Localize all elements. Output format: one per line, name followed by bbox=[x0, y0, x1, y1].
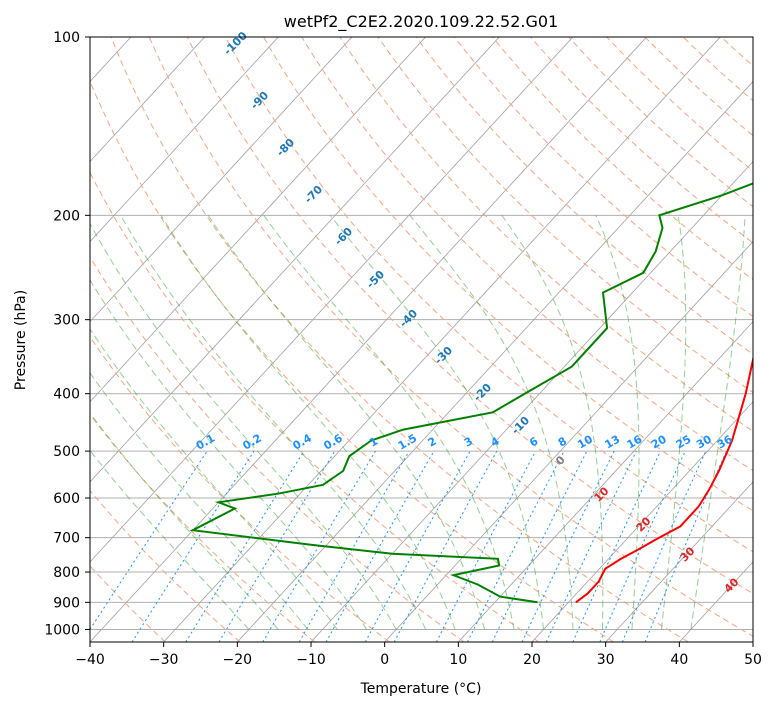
isotherm-line bbox=[237, 80, 753, 642]
mixing-ratio-line bbox=[131, 450, 255, 642]
dry-adiabat-line bbox=[90, 565, 166, 642]
y-tick-label: 400 bbox=[53, 387, 80, 403]
isotherm-line bbox=[90, 37, 500, 483]
y-tick-label: 700 bbox=[53, 531, 80, 547]
moist-adiabat-line bbox=[263, 215, 515, 630]
mixing-ratio-line bbox=[364, 450, 471, 642]
x-tick-label: 50 bbox=[744, 652, 762, 668]
background-lines bbox=[90, 37, 753, 642]
isotherm-line bbox=[605, 481, 753, 642]
mixing-ratio-line bbox=[572, 450, 662, 642]
dry-adiabat-line bbox=[110, 37, 689, 642]
x-tick-label: 10 bbox=[449, 652, 467, 668]
x-tick-label: −20 bbox=[223, 652, 253, 668]
y-axis-label: Pressure (hPa) bbox=[13, 290, 29, 390]
moist-adiabat-line bbox=[90, 279, 368, 630]
mixing-ratio-line bbox=[325, 450, 435, 642]
dry-adiabat-line bbox=[90, 255, 465, 642]
mixing-ratio-line bbox=[644, 450, 727, 642]
isotherm-line bbox=[90, 37, 426, 403]
moist-adiabat-line bbox=[90, 328, 338, 630]
profile-lines bbox=[189, 182, 753, 604]
plot-frame bbox=[89, 36, 754, 643]
moist-adiabat-line bbox=[90, 412, 279, 630]
isotherm-line bbox=[90, 37, 353, 323]
y-tick-label: 600 bbox=[53, 491, 80, 507]
mixing-ratio-line bbox=[545, 450, 637, 642]
mixing-ratio-line bbox=[435, 450, 537, 642]
mixing-ratio-line bbox=[491, 450, 588, 642]
y-tick-label: 100 bbox=[53, 30, 80, 46]
y-tick-label: 900 bbox=[53, 595, 80, 611]
moist-adiabat-line bbox=[501, 215, 604, 630]
isotherm-line bbox=[90, 37, 279, 243]
isotherm-line bbox=[90, 37, 574, 563]
y-tick-label: 300 bbox=[53, 313, 80, 329]
moist-adiabat-line bbox=[90, 449, 250, 630]
dry-adiabat-line bbox=[148, 37, 753, 637]
x-tick-label: −10 bbox=[296, 652, 326, 668]
moist-adiabat-line bbox=[409, 214, 574, 630]
x-tick-label: −40 bbox=[75, 652, 105, 668]
isotherm-line bbox=[310, 160, 753, 642]
isotherm-line bbox=[384, 241, 753, 642]
mixing-ratio-line bbox=[393, 450, 498, 642]
x-tick-label: 0 bbox=[380, 652, 389, 668]
y-tick-label: 200 bbox=[53, 208, 80, 224]
mixing-ratio-line bbox=[90, 450, 208, 631]
dry-adiabat-line bbox=[90, 80, 614, 642]
x-axis-label: Temperature (°C) bbox=[360, 681, 482, 697]
isotherm-line bbox=[458, 321, 753, 642]
dry-adiabat-line bbox=[90, 171, 540, 642]
x-tick-label: 40 bbox=[670, 652, 688, 668]
moist-adiabat-line bbox=[120, 215, 427, 630]
mixing-ratio-line bbox=[521, 450, 615, 642]
moist-adiabat-line bbox=[160, 215, 456, 630]
moist-adiabat-line bbox=[90, 372, 309, 630]
x-tick-label: −30 bbox=[149, 652, 179, 668]
x-tick-label: 20 bbox=[523, 652, 541, 668]
dry-adiabat-line bbox=[90, 335, 390, 642]
mixing-ratio-line bbox=[262, 450, 376, 642]
y-tick-label: 500 bbox=[53, 444, 80, 460]
isotherm-line bbox=[90, 37, 205, 163]
dry-adiabat-line bbox=[453, 37, 753, 318]
moist-adiabat-line bbox=[207, 215, 486, 630]
chart-title: wetPf2_C2E2.2020.109.22.52.G01 bbox=[284, 12, 558, 32]
dewpoint-line bbox=[189, 182, 753, 604]
isotherm-line bbox=[90, 37, 647, 642]
isotherm-line bbox=[531, 401, 753, 642]
mixing-ratio-line bbox=[467, 450, 565, 642]
moist-adiabat-line bbox=[690, 215, 746, 630]
x-axis: −40 −30 −20 −10 0 10 20 30 40 50 bbox=[75, 642, 762, 668]
x-tick-label: 30 bbox=[597, 652, 615, 668]
mixing-ratio-line bbox=[185, 450, 305, 642]
y-axis: 100 200 300 400 500 600 700 800 900 1000 bbox=[44, 30, 90, 638]
dry-adiabat-line bbox=[186, 37, 753, 595]
dry-adiabat-line bbox=[263, 37, 753, 512]
moist-adiabat-line bbox=[660, 215, 687, 630]
dry-adiabat-line bbox=[90, 413, 316, 642]
y-tick-label: 800 bbox=[53, 565, 80, 581]
mixing-ratio-line bbox=[298, 450, 410, 642]
moist-adiabat-line bbox=[595, 215, 640, 630]
dry-adiabat-line bbox=[90, 489, 241, 642]
mixing-ratio-line bbox=[218, 450, 336, 642]
mixing-ratio-line bbox=[621, 450, 707, 642]
dry-adiabat-line bbox=[225, 37, 753, 553]
y-tick-label: 1000 bbox=[44, 622, 80, 638]
dry-adiabat-line bbox=[301, 37, 753, 472]
temperature-line bbox=[575, 355, 753, 604]
mixing-ratio-line bbox=[599, 450, 686, 642]
moist-adiabat-line bbox=[329, 214, 544, 630]
